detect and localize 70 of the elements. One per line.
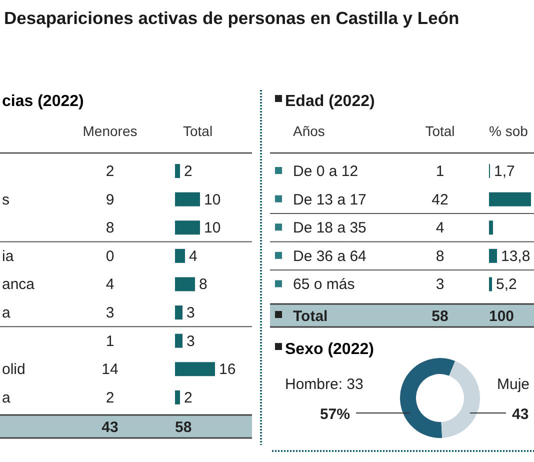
data-label: 3 [186, 304, 195, 322]
bar [489, 220, 493, 235]
bar [175, 220, 200, 235]
y-tick-label: ia [2, 248, 14, 265]
y-tick-label: De 0 a 12 [293, 163, 358, 180]
data-label: 10 [204, 220, 221, 237]
data-label: 2 [184, 389, 192, 406]
y-tick-label: a [2, 304, 11, 322]
data-label: 3 [186, 332, 195, 350]
bar [489, 277, 492, 292]
data-label: 10 [204, 191, 221, 208]
bar [175, 306, 182, 320]
text: 43 [102, 419, 118, 436]
text: Edad (2022) [285, 93, 375, 110]
y-tick-label: De 36 a 64 [293, 248, 366, 265]
text: 8 [106, 220, 114, 237]
bar [175, 192, 200, 206]
data-label: 57% [320, 406, 350, 423]
bar [175, 362, 215, 376]
text: 2 [106, 389, 114, 406]
text: 4 [106, 276, 114, 294]
data-label: 43 [512, 406, 529, 423]
text: 0 [106, 248, 114, 265]
y-tick-label: De 13 a 17 [293, 191, 366, 208]
text: 14 [102, 361, 118, 378]
y-tick-label: 65 o más [293, 276, 355, 294]
text: 2 [106, 163, 114, 180]
text: 42 [432, 191, 448, 208]
bar [175, 277, 195, 292]
series-label: Total [183, 123, 213, 139]
text: Total [425, 123, 455, 139]
data-label: 13,8 [501, 248, 530, 265]
bar [489, 192, 531, 206]
bar [175, 390, 180, 404]
text: 1 [106, 332, 114, 350]
slice-label: Hombre: 33 [285, 376, 364, 393]
series-label: % sob [489, 123, 528, 139]
text: cias (2022) [2, 93, 84, 110]
donut-slice [441, 360, 480, 438]
text: 1 [436, 163, 444, 180]
data-label: 8 [199, 276, 208, 294]
y-tick-label: s [2, 191, 10, 208]
y-tick-label: olid [2, 361, 26, 378]
bar [175, 334, 182, 348]
y-tick-label: anca [2, 276, 36, 294]
text: 3 [106, 304, 114, 322]
text: 9 [106, 191, 114, 208]
data-label: 4 [189, 248, 198, 265]
data-label: 5,2 [496, 276, 517, 294]
chart-title: Sexo (2022) [285, 341, 374, 358]
text: Menores [82, 123, 138, 139]
data-label: 16 [219, 361, 236, 378]
text: 58 [432, 308, 448, 325]
donut-slice [400, 358, 456, 438]
chart-title: Desapariciones activas de personas en Castilla y León [4, 8, 460, 28]
text: 100 [489, 308, 514, 325]
bar [175, 164, 180, 178]
text: Total [293, 308, 328, 325]
y-tick-label: a [2, 389, 11, 406]
text: 8 [436, 248, 444, 265]
text: 58 [175, 419, 192, 436]
bar [489, 248, 498, 263]
y-tick-label: De 18 a 35 [293, 220, 366, 237]
y-axis-title: Años [293, 123, 325, 139]
text: 4 [436, 220, 444, 237]
text: 3 [436, 276, 444, 294]
slice-label: Muje [497, 376, 530, 393]
data-label: 1,7 [494, 163, 515, 180]
data-label: 2 [184, 163, 192, 180]
bar [175, 248, 185, 263]
